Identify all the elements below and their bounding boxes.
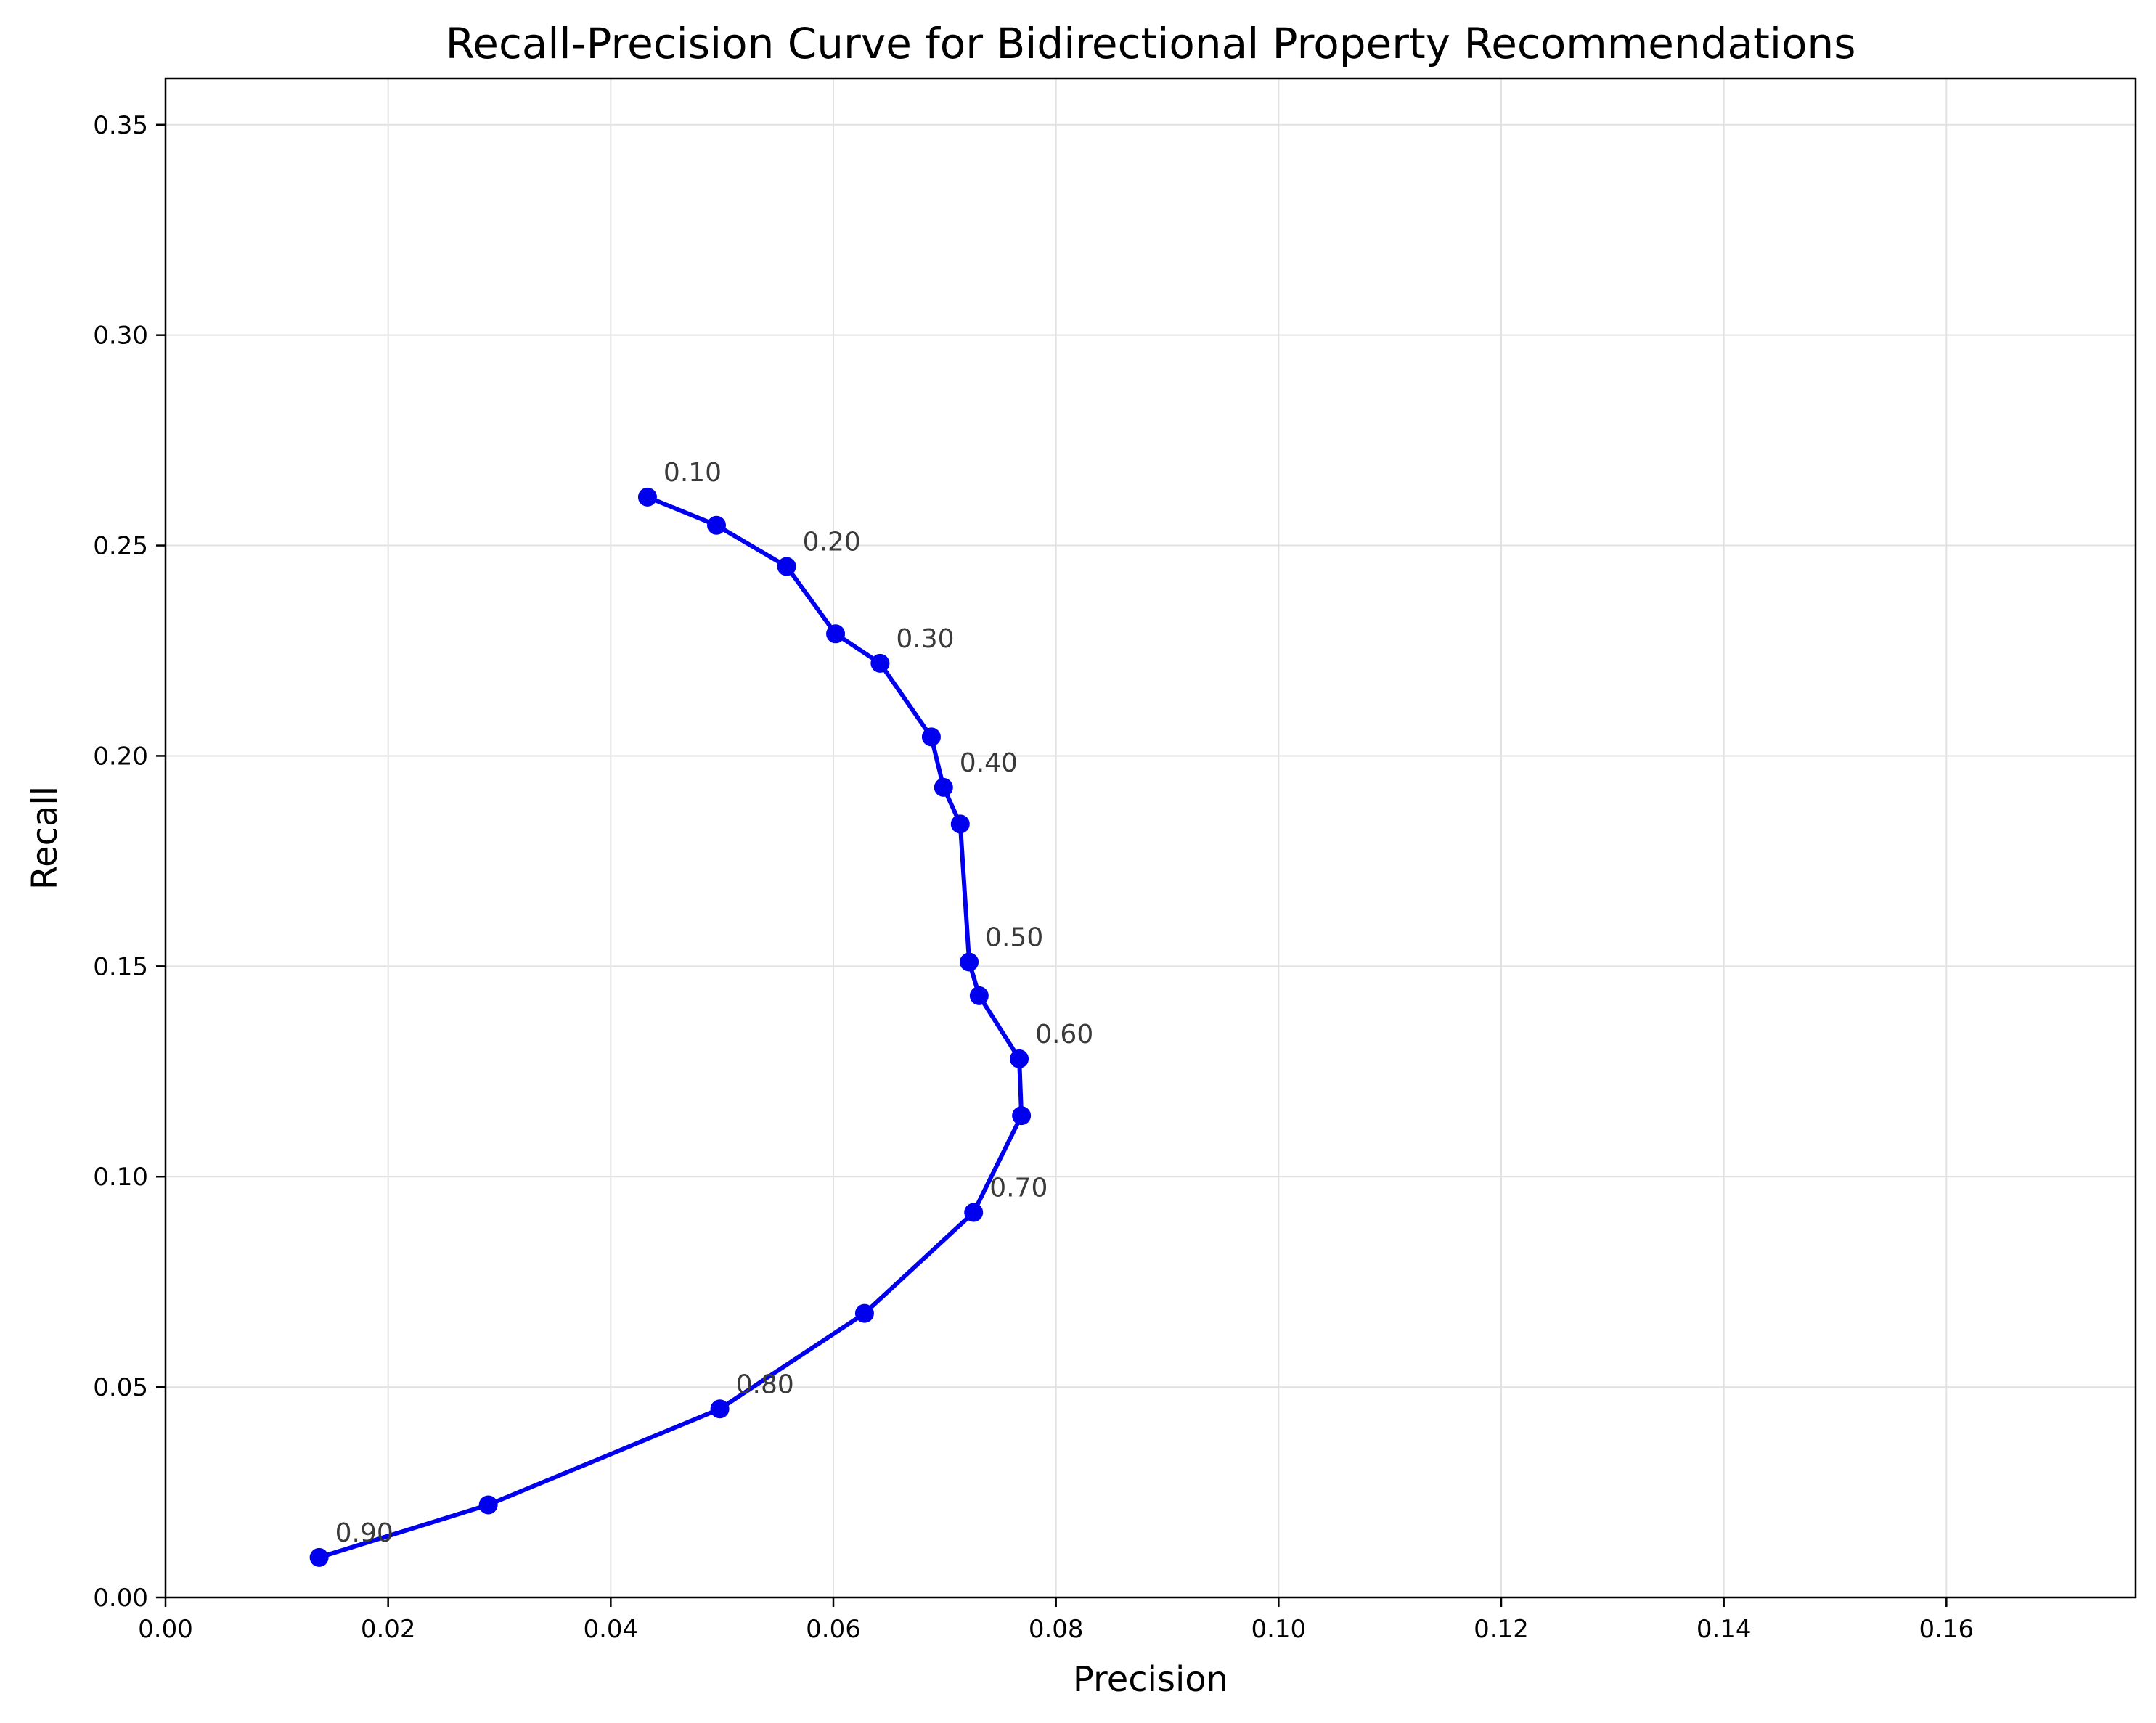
x-tick-label: 0.02 [361, 1615, 416, 1644]
data-point [777, 557, 796, 576]
y-tick-label: 0.20 [93, 742, 148, 771]
data-point [950, 814, 970, 834]
data-point [870, 653, 890, 673]
data-point [854, 1303, 874, 1323]
data-point [964, 1203, 984, 1222]
data-point [934, 777, 953, 797]
y-axis-label: Recall [25, 786, 65, 890]
x-tick-label: 0.08 [1029, 1615, 1084, 1644]
x-tick-label: 0.16 [1919, 1615, 1974, 1644]
threshold-label: 0.70 [989, 1174, 1048, 1203]
data-point [1012, 1106, 1032, 1126]
x-tick-label: 0.04 [583, 1615, 638, 1644]
data-point [1010, 1049, 1029, 1068]
y-tick-label: 0.25 [93, 532, 148, 561]
grid [165, 78, 2136, 1598]
y-tick-label: 0.30 [93, 322, 148, 351]
data-point [960, 952, 979, 972]
threshold-label: 0.30 [896, 624, 954, 654]
data-point [478, 1495, 498, 1515]
x-tick-label: 0.10 [1251, 1615, 1306, 1644]
y-tick-label: 0.15 [93, 952, 148, 981]
x-tick-label: 0.12 [1474, 1615, 1529, 1644]
threshold-label: 0.90 [335, 1518, 393, 1548]
threshold-annotations: 0.10 0.20 0.30 0.40 0.50 0.60 0.70 0.80 0.90 [335, 458, 1094, 1548]
threshold-label: 0.80 [736, 1370, 794, 1399]
data-point [637, 487, 657, 507]
threshold-label: 0.10 [663, 458, 722, 488]
plot-frame [164, 77, 2137, 1599]
x-axis-label: Precision [1073, 1659, 1228, 1700]
threshold-label: 0.40 [960, 748, 1018, 778]
data-point [309, 1547, 329, 1567]
data-point [969, 986, 989, 1005]
x-tick-label: 0.14 [1696, 1615, 1752, 1644]
threshold-label: 0.60 [1035, 1020, 1093, 1049]
y-tick-label: 0.00 [93, 1584, 148, 1613]
recall-precision-line [318, 495, 1024, 1560]
x-tick-label: 0.06 [806, 1615, 861, 1644]
data-point [710, 1399, 730, 1419]
series [309, 487, 1032, 1567]
y-tick-label: 0.35 [93, 111, 148, 140]
data-point [707, 515, 726, 535]
data-point [921, 727, 941, 747]
y-tick-label: 0.05 [93, 1373, 148, 1402]
y-tick-label: 0.10 [93, 1163, 148, 1192]
chart-title: Recall-Precision Curve for Bidirectional… [446, 19, 1856, 68]
threshold-label: 0.20 [803, 528, 861, 557]
axis-ticks: 0.00 0.02 0.04 0.06 0.08 0.10 0.12 0.14 0.16 0.00… [93, 111, 1974, 1644]
data-point [826, 624, 846, 644]
x-tick-label: 0.00 [138, 1615, 193, 1644]
threshold-label: 0.50 [985, 923, 1043, 953]
